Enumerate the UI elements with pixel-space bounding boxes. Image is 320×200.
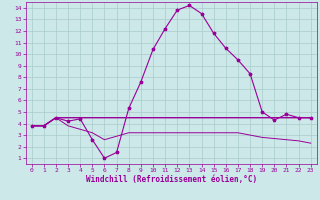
X-axis label: Windchill (Refroidissement éolien,°C): Windchill (Refroidissement éolien,°C): [86, 175, 257, 184]
